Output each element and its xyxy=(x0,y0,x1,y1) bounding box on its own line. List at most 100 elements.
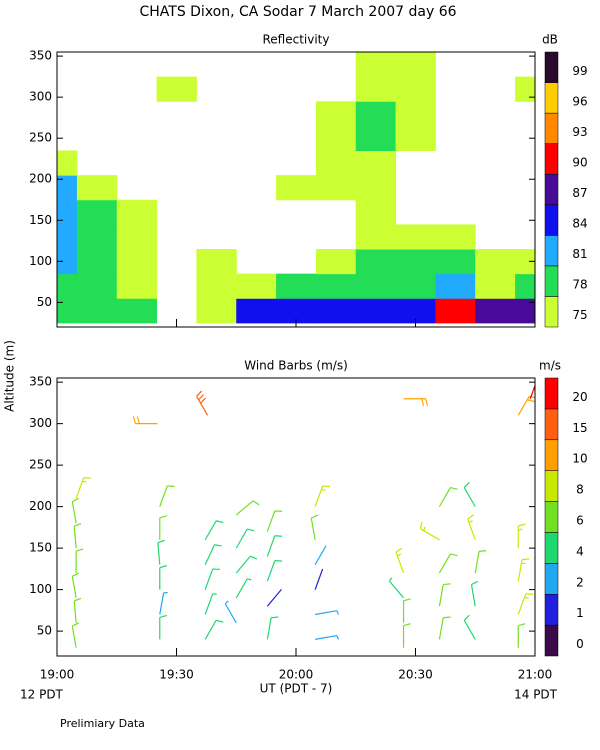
colorbar-box xyxy=(544,112,559,144)
wind-barb xyxy=(266,535,283,557)
contour-cell xyxy=(116,199,158,225)
wind-barb xyxy=(463,481,476,507)
contour-cell xyxy=(355,175,397,201)
contour-cell xyxy=(355,150,397,176)
wind-barb xyxy=(402,623,411,648)
contour-cell xyxy=(355,273,397,299)
wind-barb xyxy=(402,598,411,623)
contour-cell xyxy=(355,298,397,324)
page-title: CHATS Dixon, CA Sodar 7 March 2007 day 6… xyxy=(139,4,456,20)
contour-cell xyxy=(76,273,118,299)
wind-barb xyxy=(438,616,451,640)
wind-barb xyxy=(196,390,209,416)
colorbar-label: 99 xyxy=(572,64,587,78)
wind-barb xyxy=(315,610,340,616)
wind-barb xyxy=(132,416,158,425)
contour-cell xyxy=(315,273,357,299)
contour-cell xyxy=(276,175,317,201)
x-start-label: 12 PDT xyxy=(20,688,64,702)
colorbar-label: 96 xyxy=(572,94,587,108)
contour-cell xyxy=(395,249,436,275)
contour-cell xyxy=(57,175,78,201)
colorbar-label: 90 xyxy=(572,155,587,169)
wind-barb xyxy=(73,597,82,623)
contour-cell xyxy=(196,298,237,324)
y-tick-label: 200 xyxy=(29,499,52,513)
contour-cell xyxy=(355,52,397,78)
wind-barb xyxy=(157,539,165,565)
wind-barb xyxy=(73,523,82,549)
wind-barb xyxy=(266,616,279,640)
contour-cell xyxy=(276,273,317,299)
colorbar-label: 87 xyxy=(572,186,587,200)
colorbar-box xyxy=(544,377,559,410)
wind-barb xyxy=(159,591,168,615)
contour-cell xyxy=(395,125,436,152)
contour-cell xyxy=(57,298,78,324)
colorbar-unit: dB xyxy=(542,33,558,47)
colorbar-label: 8 xyxy=(576,483,584,497)
panel-title: Wind Barbs (m/s) xyxy=(244,359,348,373)
contour-cell xyxy=(116,249,158,275)
wind-barb xyxy=(204,593,217,615)
wind-barb xyxy=(463,614,476,640)
contour-cell xyxy=(355,76,397,102)
wind-barb xyxy=(403,398,429,406)
contour-cell xyxy=(475,273,516,299)
plot-area xyxy=(57,52,535,324)
x-tick-label: 20:00 xyxy=(279,668,314,682)
contour-cell xyxy=(515,76,535,102)
wind-barb xyxy=(204,619,224,640)
wind-barb xyxy=(71,622,80,648)
wind-barb xyxy=(266,510,283,532)
y-tick-label: 50 xyxy=(37,295,52,309)
colorbar-label: 78 xyxy=(572,278,587,292)
y-tick-label: 300 xyxy=(29,90,52,104)
contour-cell xyxy=(475,298,516,324)
contour-cell xyxy=(395,76,436,102)
contour-cell xyxy=(315,150,357,176)
y-tick-label: 200 xyxy=(29,172,52,186)
y-tick-label: 300 xyxy=(29,416,52,430)
colorbar-box xyxy=(544,82,559,114)
footnote: Prelimiary Data xyxy=(60,717,145,730)
contour-cell xyxy=(315,298,357,324)
wind-barb xyxy=(159,565,167,590)
wind-barb xyxy=(224,600,237,624)
wind-barb xyxy=(71,497,80,524)
x-tick-label: 21:00 xyxy=(518,668,553,682)
wind-barb xyxy=(438,553,458,574)
contour-cell xyxy=(435,273,476,299)
wind-barb xyxy=(314,485,330,507)
contour-cell xyxy=(435,224,476,250)
contour-cell xyxy=(515,273,535,299)
contour-cell xyxy=(435,249,476,275)
colorbar-label: 81 xyxy=(572,247,587,261)
wind-barb xyxy=(235,528,255,549)
contour-cell xyxy=(236,273,277,299)
contour-cell xyxy=(156,76,197,102)
contour-cell xyxy=(355,224,397,250)
contour-cell xyxy=(395,273,436,299)
colorbar-box xyxy=(544,470,559,502)
colorbar-label: 75 xyxy=(572,308,587,322)
wind-barb xyxy=(310,514,319,540)
contour-cell xyxy=(57,150,78,176)
contour-cell xyxy=(236,298,277,324)
wind-barb xyxy=(204,568,221,590)
x-axis-label: UT (PDT - 7) xyxy=(260,682,333,696)
panel-title: Reflectivity xyxy=(262,33,329,47)
colorbar-box xyxy=(544,143,559,175)
contour-cell xyxy=(116,273,158,299)
plot-area xyxy=(71,383,535,648)
colorbar-label: 93 xyxy=(572,125,587,139)
wind-barb xyxy=(204,544,222,565)
contour-cell xyxy=(395,101,436,127)
colorbar-box xyxy=(544,563,559,595)
colorbar-label: 10 xyxy=(572,452,587,466)
wind-barb xyxy=(266,560,283,582)
contour-cell xyxy=(57,224,78,250)
colorbar-box xyxy=(544,439,559,471)
colorbar-label: 6 xyxy=(576,514,584,528)
y-tick-label: 350 xyxy=(29,375,52,389)
